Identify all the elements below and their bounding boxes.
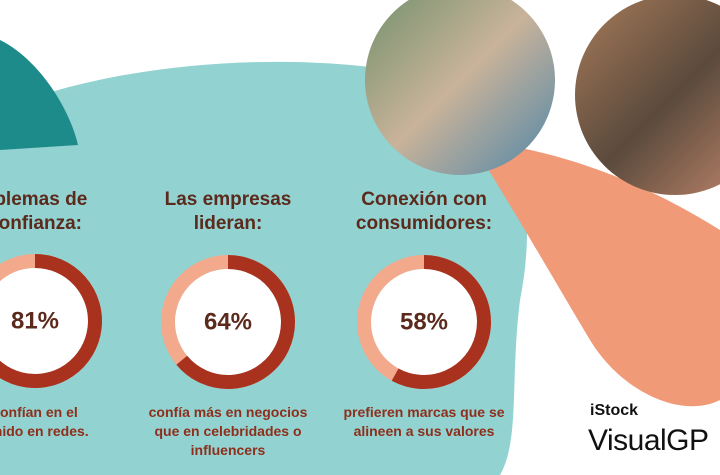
- value-label: 58%: [400, 308, 448, 335]
- donut-value: [0, 254, 102, 388]
- caption: confía más en negocios que en celebridad…: [148, 404, 308, 458]
- donut-hole: [175, 269, 281, 375]
- chart-title: oblemas de confianza:: [0, 189, 88, 234]
- donut-value: [176, 255, 295, 389]
- chart-title: Las empresas lideran:: [164, 189, 292, 234]
- brand-name: iStock: [590, 402, 639, 419]
- value-label: 81%: [11, 307, 59, 334]
- photo-friends: [575, 0, 720, 195]
- donut-hole: [0, 268, 88, 374]
- donut-value: [391, 255, 491, 389]
- value-label: 64%: [204, 308, 252, 335]
- caption: confían en el tenido en redes.: [0, 404, 89, 439]
- brand-subtitle: VisualGP: [588, 424, 709, 457]
- dark-teal-shape: [0, 40, 78, 150]
- caption: prefieren marcas que se alineen a sus va…: [343, 404, 505, 439]
- photo-surf: [365, 0, 555, 175]
- chart-title: Conexión con consumidores:: [355, 189, 493, 234]
- donut-hole: [371, 269, 477, 375]
- salmon-shape: [470, 140, 720, 407]
